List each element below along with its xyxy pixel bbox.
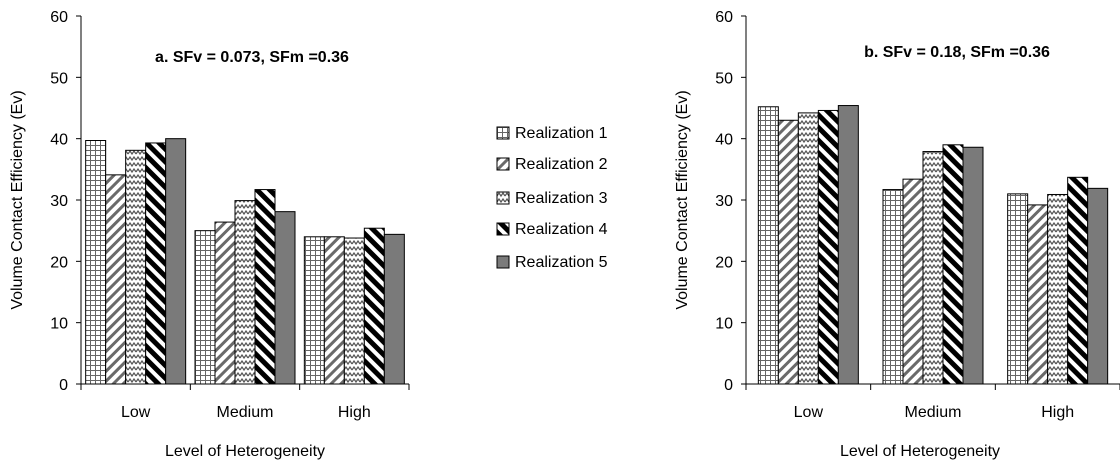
y-tick-label: 10 — [715, 316, 733, 333]
bar-high-realization-3 — [1047, 193, 1069, 385]
y-tick-label: 30 — [715, 193, 733, 210]
legend-item: Realization 3 — [496, 190, 608, 207]
bar-medium-realization-2 — [214, 221, 236, 385]
bar-high-realization-3 — [343, 237, 365, 385]
bar-low-realization-3 — [125, 149, 147, 385]
legend-swatch-realization-5 — [496, 255, 510, 269]
bar-low-realization-1 — [757, 106, 779, 385]
x-tick-label-low: Low — [121, 404, 151, 421]
legend-label: Realization 4 — [515, 221, 608, 238]
chart-a-ytick-labels-group: 0 10 20 30 40 50 60 — [50, 9, 68, 394]
bar-high-realization-4 — [363, 227, 385, 385]
bar-high-realization-4 — [1067, 176, 1089, 385]
chart-b-title: b. SFv = 0.18, SFm =0.36 — [864, 44, 1050, 61]
chart-a: 0 10 20 30 40 50 60 Low Medium High a. SFv = 0.0… — [9, 9, 410, 460]
chart-b-x-axis-label: Level of Heterogeneity — [840, 443, 1000, 460]
y-tick-label: 30 — [50, 193, 68, 210]
chart-b-ytick-labels-group: 0 10 20 30 40 50 60 — [715, 9, 733, 394]
bar-low-realization-4 — [145, 142, 167, 385]
y-tick-label: 10 — [50, 316, 68, 333]
chart-a-y-axis-label: Volume Contact Efficiency (Ev) — [9, 90, 26, 309]
chart-a-xtick-labels-group: Low Medium High — [121, 404, 371, 421]
legend-swatch-realization-1 — [496, 126, 510, 140]
bar-low-realization-5 — [837, 105, 859, 385]
y-tick-label: 40 — [50, 132, 68, 149]
bar-high-realization-1 — [303, 236, 325, 385]
bar-low-realization-3 — [797, 112, 819, 385]
bar-high-realization-1 — [1007, 193, 1029, 385]
chart-a-axes — [76, 15, 410, 390]
chart-b: 0 10 20 30 40 50 60 Low Medium High b. SFv = 0.1… — [674, 9, 1120, 460]
bar-medium-realization-4 — [254, 189, 276, 385]
bar-medium-realization-1 — [882, 189, 904, 385]
y-tick-label: 60 — [50, 9, 68, 26]
bar-high-realization-5 — [383, 233, 405, 385]
bar-medium-realization-5 — [962, 146, 984, 385]
y-tick-label: 20 — [715, 254, 733, 271]
legend-label: Realization 2 — [515, 156, 608, 173]
x-tick-label-high: High — [1041, 404, 1074, 421]
x-tick-label-high: High — [338, 404, 371, 421]
legend-label: Realization 1 — [515, 125, 608, 142]
legend-item: Realization 5 — [496, 254, 608, 271]
bar-low-realization-2 — [105, 174, 127, 385]
bar-high-realization-5 — [1087, 187, 1109, 385]
x-tick-label-low: Low — [794, 404, 824, 421]
legend-label: Realization 5 — [515, 254, 608, 271]
y-tick-label: 20 — [50, 254, 68, 271]
chart-a-bars — [85, 138, 405, 385]
chart-a-x-axis-label: Level of Heterogeneity — [165, 443, 325, 460]
y-tick-label: 60 — [715, 9, 733, 26]
y-tick-label: 50 — [715, 70, 733, 87]
legend-swatch-realization-4 — [496, 222, 510, 236]
y-tick-label: 50 — [50, 70, 68, 87]
bar-medium-realization-3 — [922, 151, 944, 385]
bar-medium-realization-3 — [234, 200, 256, 385]
x-tick-label-medium: Medium — [217, 404, 274, 421]
chart-a-title: a. SFv = 0.073, SFm =0.36 — [155, 49, 349, 66]
legend-item: Realization 2 — [496, 156, 608, 173]
chart-b-axes — [741, 15, 1120, 390]
legend: Realization 1 Realization 2 Realization … — [496, 125, 608, 271]
bar-low-realization-4 — [817, 109, 839, 385]
bar-low-realization-2 — [777, 119, 799, 385]
bar-medium-realization-4 — [942, 144, 964, 385]
bar-high-realization-2 — [323, 236, 345, 385]
bar-medium-realization-5 — [274, 211, 296, 385]
y-tick-label: 0 — [59, 377, 68, 394]
y-tick-label: 40 — [715, 132, 733, 149]
legend-label: Realization 3 — [515, 190, 608, 207]
legend-swatch-realization-2 — [496, 157, 510, 171]
chart-b-bars — [757, 105, 1109, 385]
legend-item: Realization 1 — [496, 125, 608, 142]
chart-b-xtick-labels-group: Low Medium High — [794, 404, 1074, 421]
bar-medium-realization-2 — [902, 178, 924, 385]
legend-item: Realization 4 — [496, 221, 608, 238]
bar-low-realization-5 — [165, 138, 187, 385]
bar-medium-realization-1 — [194, 230, 216, 385]
bar-high-realization-2 — [1027, 204, 1049, 385]
legend-swatch-realization-3 — [496, 191, 510, 205]
bar-low-realization-1 — [85, 140, 107, 385]
y-tick-label: 0 — [724, 377, 733, 394]
chart-b-y-axis-label: Volume Contact Efficiency (Ev) — [674, 90, 691, 309]
x-tick-label-medium: Medium — [905, 404, 962, 421]
